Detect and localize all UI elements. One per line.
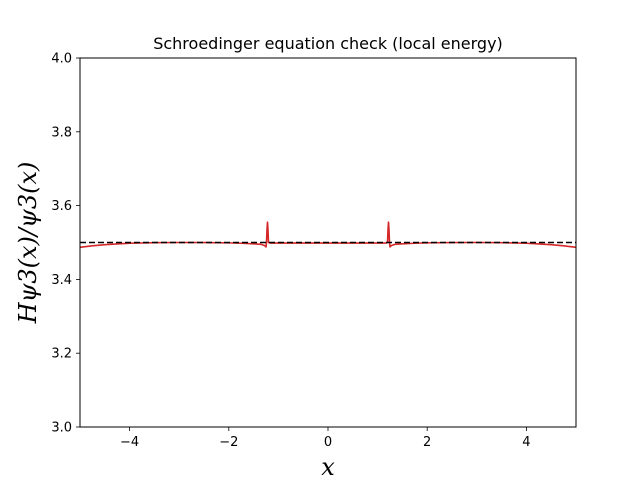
x-tick-label: 0 bbox=[324, 435, 332, 450]
x-tick-label: 4 bbox=[522, 435, 530, 450]
ticks-layer: −4 −2 0 2 4 3.0 3.2 3.4 3.6 3.8 4.0 bbox=[51, 52, 530, 451]
series-layer bbox=[79, 221, 577, 249]
y-axis-label: Hψ3(x)/ψ3(x) bbox=[14, 162, 42, 325]
plot-frame bbox=[79, 57, 577, 428]
y-tick-label: 3.4 bbox=[51, 273, 72, 288]
y-tick-label: 3.2 bbox=[51, 347, 72, 362]
y-tick-label: 3.8 bbox=[51, 125, 72, 140]
chart-title: Schroedinger equation check (local energ… bbox=[153, 34, 503, 53]
x-tick-label: 2 bbox=[423, 435, 431, 450]
y-tick-label: 3.6 bbox=[51, 199, 72, 214]
x-tick-label: −2 bbox=[219, 435, 238, 450]
y-tick-label: 4.0 bbox=[51, 52, 72, 67]
x-tick-label: −4 bbox=[120, 435, 139, 450]
x-axis-label: x bbox=[321, 453, 335, 480]
y-tick-label: 3.0 bbox=[51, 421, 72, 436]
